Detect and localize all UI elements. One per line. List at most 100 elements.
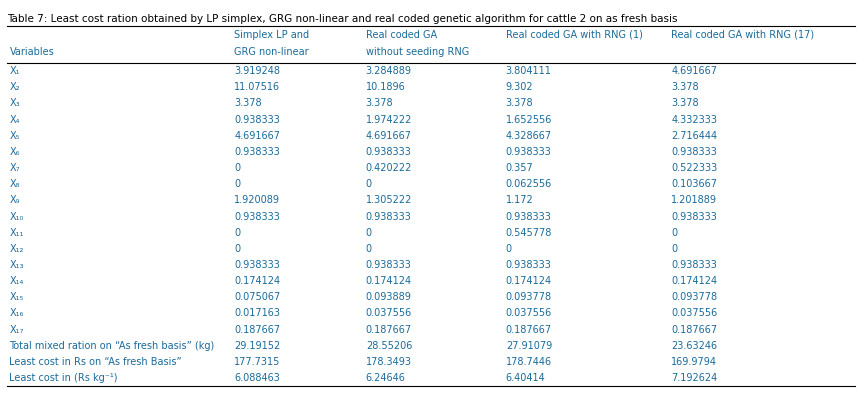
Text: 0.938333: 0.938333 [671,260,717,270]
Text: 1.652556: 1.652556 [506,115,552,125]
Text: Table 7: Least cost ration obtained by LP simplex, GRG non-linear and real coded: Table 7: Least cost ration obtained by L… [7,14,677,24]
Text: 0.103667: 0.103667 [671,179,717,189]
Text: 3.378: 3.378 [671,82,698,92]
Text: 6.088463: 6.088463 [234,373,280,383]
Text: X₁₅: X₁₅ [9,292,24,302]
Text: 3.284889: 3.284889 [366,66,411,76]
Text: X₁₇: X₁₇ [9,325,24,335]
Text: 4.691667: 4.691667 [671,66,717,76]
Text: 0.093889: 0.093889 [366,292,411,302]
Text: X₂: X₂ [9,82,20,92]
Text: 0.075067: 0.075067 [234,292,280,302]
Text: 6.24646: 6.24646 [366,373,405,383]
Text: Real coded GA with RNG (1): Real coded GA with RNG (1) [506,30,643,39]
Text: 10.1896: 10.1896 [366,82,405,92]
Text: 9.302: 9.302 [506,82,533,92]
Text: 0.062556: 0.062556 [506,179,552,189]
Text: 0.017163: 0.017163 [234,309,280,318]
Text: 0.938333: 0.938333 [506,147,552,157]
Text: X₁₆: X₁₆ [9,309,24,318]
Text: 1.920089: 1.920089 [234,195,280,205]
Text: 0.938333: 0.938333 [506,260,552,270]
Text: 0.187667: 0.187667 [671,325,717,335]
Text: 0.938333: 0.938333 [234,212,280,221]
Text: 1.305222: 1.305222 [366,195,412,205]
Text: 0.174124: 0.174124 [234,276,280,286]
Text: 1.172: 1.172 [506,195,534,205]
Text: 0.174124: 0.174124 [366,276,412,286]
Text: 0.037556: 0.037556 [366,309,412,318]
Text: 0.522333: 0.522333 [671,163,717,173]
Text: 0: 0 [234,163,240,173]
Text: 0.093778: 0.093778 [671,292,717,302]
Text: 178.7446: 178.7446 [506,357,552,367]
Text: X₇: X₇ [9,163,20,173]
Text: X₁₀: X₁₀ [9,212,24,221]
Text: Least cost in (Rs kg⁻¹): Least cost in (Rs kg⁻¹) [9,373,118,383]
Text: 0.545778: 0.545778 [506,228,552,238]
Text: 0.938333: 0.938333 [366,212,411,221]
Text: 7.192624: 7.192624 [671,373,717,383]
Text: 177.7315: 177.7315 [234,357,280,367]
Text: 1.201889: 1.201889 [671,195,717,205]
Text: 11.07516: 11.07516 [234,82,280,92]
Text: X₅: X₅ [9,131,20,141]
Text: 0: 0 [506,244,512,254]
Text: X₄: X₄ [9,115,20,125]
Text: 6.40414: 6.40414 [506,373,546,383]
Text: 169.9794: 169.9794 [671,357,717,367]
Text: 4.332333: 4.332333 [671,115,717,125]
Text: 0.938333: 0.938333 [234,147,280,157]
Text: 3.378: 3.378 [506,98,533,108]
Text: Least cost in Rs on “As fresh Basis”: Least cost in Rs on “As fresh Basis” [9,357,182,367]
Text: 178.3493: 178.3493 [366,357,411,367]
Text: Total mixed ration on “As fresh basis” (kg): Total mixed ration on “As fresh basis” (… [9,341,214,351]
Text: 0.420222: 0.420222 [366,163,412,173]
Text: 0: 0 [234,244,240,254]
Text: Variables: Variables [9,47,54,57]
Text: 0.357: 0.357 [506,163,534,173]
Text: without seeding RNG: without seeding RNG [366,47,469,57]
Text: 27.91079: 27.91079 [506,341,552,351]
Text: X₁₂: X₁₂ [9,244,24,254]
Text: 0.187667: 0.187667 [234,325,280,335]
Text: 0.938333: 0.938333 [366,147,411,157]
Text: 0.174124: 0.174124 [671,276,717,286]
Text: 0.187667: 0.187667 [506,325,552,335]
Text: 0.037556: 0.037556 [506,309,552,318]
Text: 0.938333: 0.938333 [366,260,411,270]
Text: 3.804111: 3.804111 [506,66,552,76]
Text: 2.716444: 2.716444 [671,131,717,141]
Text: X₁₄: X₁₄ [9,276,24,286]
Text: X₆: X₆ [9,147,20,157]
Text: 28.55206: 28.55206 [366,341,412,351]
Text: 0.938333: 0.938333 [234,115,280,125]
Text: X₈: X₈ [9,179,20,189]
Text: Simplex LP and: Simplex LP and [234,30,309,39]
Text: 3.378: 3.378 [366,98,393,108]
Text: X₃: X₃ [9,98,20,108]
Text: 0.938333: 0.938333 [671,147,717,157]
Text: 0.037556: 0.037556 [671,309,717,318]
Text: 29.19152: 29.19152 [234,341,280,351]
Text: GRG non-linear: GRG non-linear [234,47,309,57]
Text: X₁₃: X₁₃ [9,260,24,270]
Text: 0: 0 [234,179,240,189]
Text: 0: 0 [366,228,372,238]
Text: Real coded GA with RNG (17): Real coded GA with RNG (17) [671,30,814,39]
Text: 4.691667: 4.691667 [234,131,280,141]
Text: 0.093778: 0.093778 [506,292,552,302]
Text: X₉: X₉ [9,195,20,205]
Text: 1.974222: 1.974222 [366,115,412,125]
Text: Real coded GA: Real coded GA [366,30,437,39]
Text: 0.174124: 0.174124 [506,276,552,286]
Text: 0.187667: 0.187667 [366,325,412,335]
Text: 0.938333: 0.938333 [234,260,280,270]
Text: X₁₁: X₁₁ [9,228,24,238]
Text: 4.691667: 4.691667 [366,131,411,141]
Text: 0: 0 [671,228,677,238]
Text: 3.919248: 3.919248 [234,66,280,76]
Text: 0.938333: 0.938333 [506,212,552,221]
Text: 0: 0 [234,228,240,238]
Text: 0: 0 [366,179,372,189]
